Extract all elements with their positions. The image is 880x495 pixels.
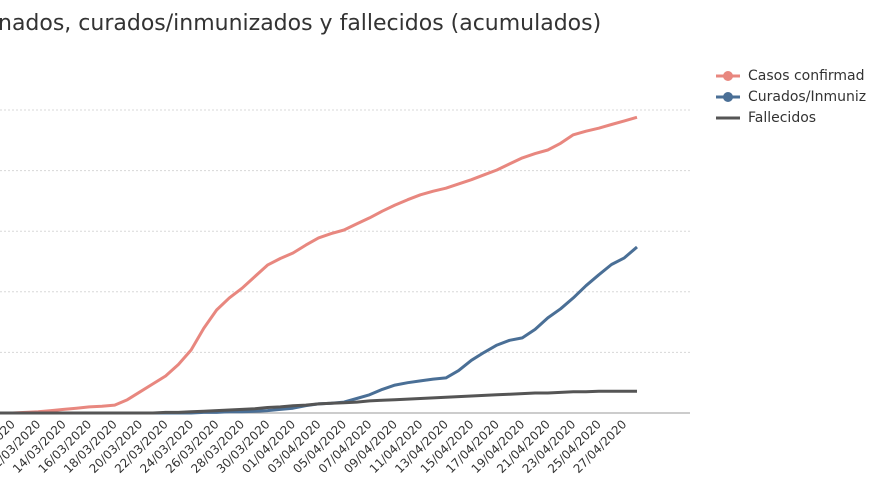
legend-label: Curados/Inmuniz <box>748 89 866 105</box>
legend-marker <box>723 92 733 102</box>
legend-marker <box>723 71 733 81</box>
legend-label: Fallecidos <box>748 110 816 126</box>
chart-title: nados, curados/inmunizados y fallecidos … <box>0 11 601 36</box>
series-line <box>0 389 637 415</box>
series-line <box>0 115 638 415</box>
series-line <box>0 245 638 415</box>
legend-label: Casos confirmad <box>748 68 865 84</box>
